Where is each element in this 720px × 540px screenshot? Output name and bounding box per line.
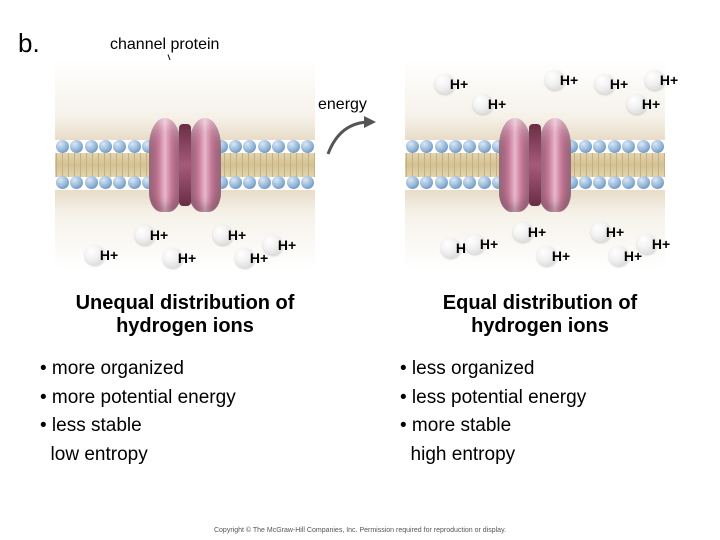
bullet-line: high entropy	[400, 441, 586, 470]
hydrogen-ion-label: H+	[652, 236, 670, 252]
copyright-text: Copyright © The McGraw-Hill Companies, I…	[0, 527, 720, 534]
bullets-right: • less organized• less potential energy•…	[400, 355, 586, 469]
hydrogen-ion-label: H+	[278, 237, 296, 253]
hydrogen-ion-label: H+	[528, 224, 546, 240]
hydrogen-ion-label: H+	[178, 250, 196, 266]
hydrogen-ion-label: H+	[480, 236, 498, 252]
hydrogen-ion-label: H+	[560, 72, 578, 88]
hydrogen-ion-label: H+	[100, 247, 118, 263]
bullet-line: • more organized	[40, 355, 236, 384]
bullet-line: • more potential energy	[40, 384, 236, 413]
hydrogen-ion-label: H+	[150, 227, 168, 243]
channel-protein-label: channel protein	[110, 36, 219, 54]
hydrogen-ion-label: H+	[488, 96, 506, 112]
hydrogen-ion-label: H+	[552, 248, 570, 264]
bullet-line: • less organized	[400, 355, 586, 384]
hydrogen-ion-label: H+	[606, 224, 624, 240]
panel-letter: b.	[18, 28, 40, 59]
bullet-line: low entropy	[40, 441, 236, 470]
hydrogen-ion-label: H+	[610, 76, 628, 92]
energy-arrow	[322, 112, 382, 162]
hydrogen-ion-label: H+	[450, 76, 468, 92]
bullets-left: • more organized• more potential energy•…	[40, 355, 236, 469]
hydrogen-ion-label: H+	[660, 72, 678, 88]
bullet-line: • more stable	[400, 412, 586, 441]
ions-left-container: H+H+H+H+H+H+	[55, 60, 315, 270]
bullet-line: • less stable	[40, 412, 236, 441]
hydrogen-ion-label: H+	[228, 227, 246, 243]
caption-right: Equal distribution of hydrogen ions	[400, 292, 680, 338]
bullet-line: • less potential energy	[400, 384, 586, 413]
hydrogen-ion-label: H+	[642, 96, 660, 112]
ions-right-container: H+H+H+H+H+H+H+H+H+H+H+H+H+	[405, 60, 665, 270]
caption-left: Unequal distribution of hydrogen ions	[45, 292, 325, 338]
